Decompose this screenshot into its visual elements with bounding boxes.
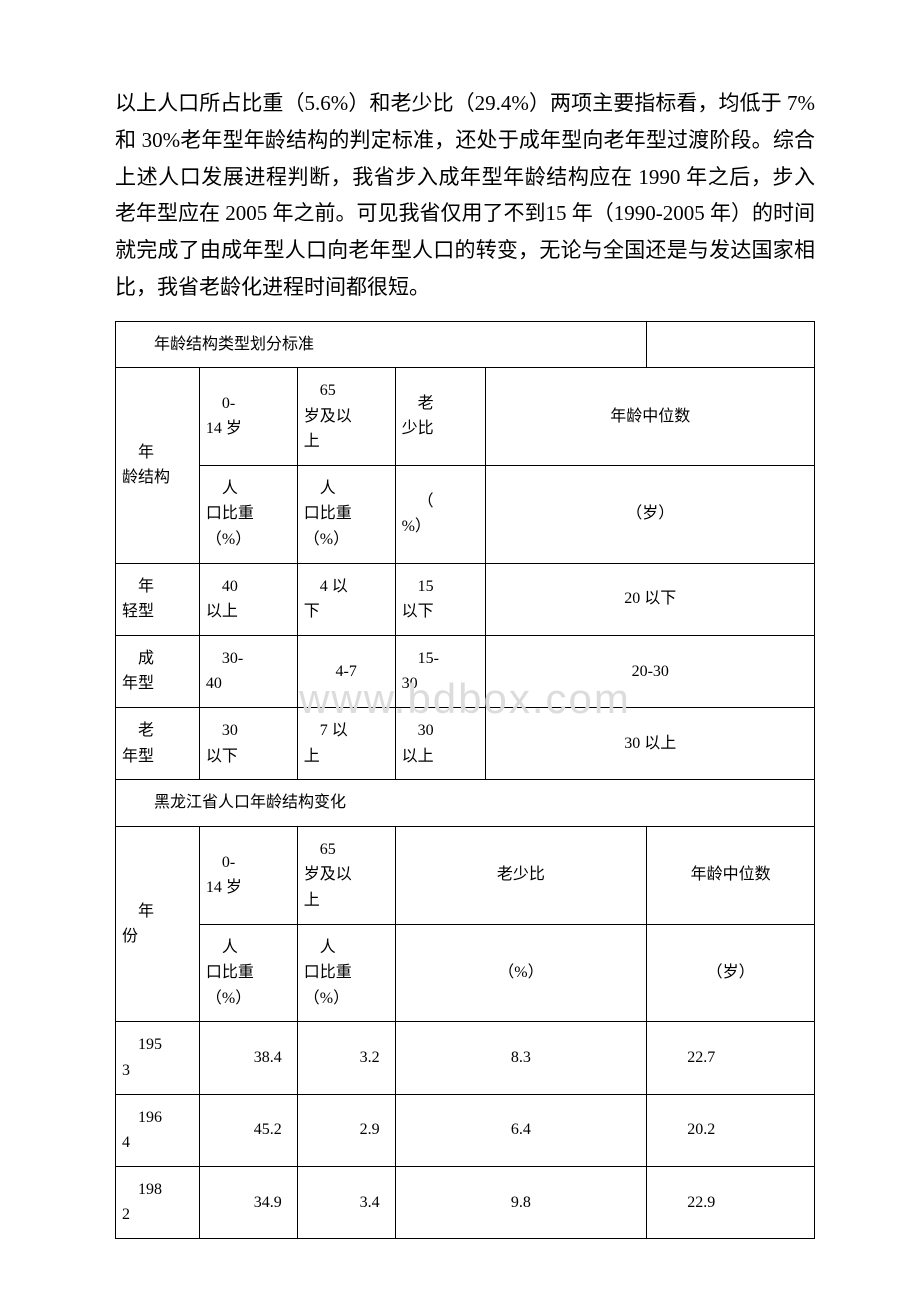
- cell: 6.4: [395, 1094, 647, 1166]
- table2-sub-2: 人口比重（%）: [297, 924, 395, 1022]
- table1-sub-1: 人口比重（%）: [199, 465, 297, 563]
- table-row: 1953 38.4 3.2 8.3 22.7: [116, 1022, 815, 1094]
- cell: 3.2: [297, 1022, 395, 1094]
- cell: 30 以上: [486, 708, 815, 780]
- table2-header-2: 65岁及以上: [297, 826, 395, 924]
- table1-sub-2: 人口比重（%）: [297, 465, 395, 563]
- table1-header-3: 老少比: [395, 368, 486, 466]
- cell: 40以上: [199, 563, 297, 635]
- cell: 22.7: [647, 1022, 815, 1094]
- table-row: 1964 45.2 2.9 6.4 20.2: [116, 1094, 815, 1166]
- cell: 30以下: [199, 708, 297, 780]
- table1-sub-4: （岁）: [486, 465, 815, 563]
- cell: 30-40: [199, 635, 297, 707]
- cell: 15-30: [395, 635, 486, 707]
- table2-sub-3: （%）: [395, 924, 647, 1022]
- table1-row-label: 年龄结构: [116, 368, 200, 564]
- cell: 2.9: [297, 1094, 395, 1166]
- cell: 45.2: [199, 1094, 297, 1166]
- table1-header-1: 0-14 岁: [199, 368, 297, 466]
- cell: 20.2: [647, 1094, 815, 1166]
- table-row: 年轻型 40以上 4 以下 15以下 20 以下: [116, 563, 815, 635]
- table1-sub-3: （%）: [395, 465, 486, 563]
- row-label: 成年型: [116, 635, 200, 707]
- table-row: 1982 34.9 3.4 9.8 22.9: [116, 1166, 815, 1238]
- table2-title: 黑龙江省人口年龄结构变化: [116, 780, 815, 827]
- table2-sub-4: （岁）: [647, 924, 815, 1022]
- standards-table: 年龄结构类型划分标准 年龄结构 0-14 岁 65岁及以上 老少比 年龄中位数 …: [115, 321, 815, 1239]
- body-paragraph: 以上人口所占比重（5.6%）和老少比（29.4%）两项主要指标看，均低于 7%和…: [115, 85, 815, 306]
- cell: 34.9: [199, 1166, 297, 1238]
- cell: 22.9: [647, 1166, 815, 1238]
- table2-header-1: 0-14 岁: [199, 826, 297, 924]
- cell: 30以上: [395, 708, 486, 780]
- cell: 8.3: [395, 1022, 647, 1094]
- cell: 15以下: [395, 563, 486, 635]
- table1-title: 年龄结构类型划分标准: [116, 321, 647, 368]
- table1-blank-cell: [647, 321, 815, 368]
- cell: 3.4: [297, 1166, 395, 1238]
- cell: 20-30: [486, 635, 815, 707]
- row-label: 老年型: [116, 708, 200, 780]
- table1-header-4: 年龄中位数: [486, 368, 815, 466]
- table2-header-3: 老少比: [395, 826, 647, 924]
- table2-sub-1: 人口比重（%）: [199, 924, 297, 1022]
- cell: 20 以下: [486, 563, 815, 635]
- row-label: 1953: [116, 1022, 200, 1094]
- row-label: 1964: [116, 1094, 200, 1166]
- table1-header-2: 65岁及以上: [297, 368, 395, 466]
- cell: 38.4: [199, 1022, 297, 1094]
- row-label: 年轻型: [116, 563, 200, 635]
- table2-row-label: 年份: [116, 826, 200, 1022]
- table-row: 老年型 30以下 7 以上 30以上 30 以上: [116, 708, 815, 780]
- cell: 7 以上: [297, 708, 395, 780]
- cell: 4-7: [297, 635, 395, 707]
- cell: 9.8: [395, 1166, 647, 1238]
- row-label: 1982: [116, 1166, 200, 1238]
- cell: 4 以下: [297, 563, 395, 635]
- table2-header-4: 年龄中位数: [647, 826, 815, 924]
- table-row: 成年型 30-40 4-7 15-30 20-30: [116, 635, 815, 707]
